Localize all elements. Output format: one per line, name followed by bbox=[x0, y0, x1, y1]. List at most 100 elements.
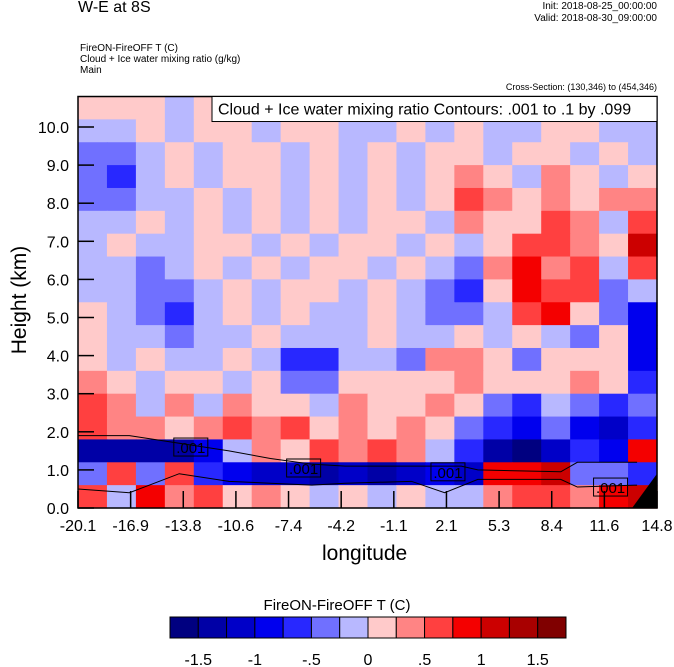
heatmap-cell bbox=[541, 370, 571, 395]
heatmap-cell bbox=[135, 233, 166, 258]
heatmap-cell bbox=[164, 187, 195, 212]
plot-title: W-E at 8S bbox=[78, 0, 151, 16]
heatmap-cell bbox=[628, 439, 658, 463]
colorbar-box bbox=[424, 616, 454, 639]
contour-label-box bbox=[286, 458, 322, 478]
heatmap-cell bbox=[338, 256, 369, 280]
heatmap-cell bbox=[251, 187, 282, 212]
heatmap-cell bbox=[628, 302, 658, 326]
y-tick-label: 5.0 bbox=[47, 311, 69, 328]
heatmap-cell bbox=[570, 416, 600, 441]
heatmap-cell bbox=[193, 256, 224, 280]
heatmap-cell bbox=[367, 210, 398, 235]
heatmap-cell bbox=[106, 142, 137, 166]
heatmap-cell bbox=[454, 325, 484, 349]
heatmap-cell bbox=[570, 256, 600, 280]
heatmap-cell bbox=[280, 279, 311, 303]
y-tick-label: 1.0 bbox=[47, 463, 69, 480]
heatmap-cell bbox=[106, 233, 137, 258]
heatmap-cell bbox=[193, 370, 224, 395]
heatmap-cell bbox=[483, 279, 513, 303]
heatmap-cell bbox=[251, 485, 282, 509]
y-tick-label: 6.0 bbox=[47, 272, 69, 289]
heatmap-cell bbox=[338, 119, 369, 143]
heatmap-cell bbox=[599, 439, 629, 463]
heatmap-cell bbox=[512, 416, 542, 441]
heatmap-cell bbox=[338, 210, 369, 235]
heatmap-cell bbox=[512, 256, 542, 280]
heatmap-cell bbox=[425, 416, 455, 441]
heatmap-cell bbox=[483, 302, 513, 326]
heatmap-cell bbox=[367, 279, 398, 303]
heatmap-cell bbox=[338, 347, 369, 372]
heatmap-cell bbox=[193, 325, 224, 349]
heatmap-cell bbox=[599, 485, 629, 509]
heatmap-cell bbox=[280, 210, 311, 235]
heatmap-cell bbox=[222, 485, 253, 509]
y-tick-label: 7.0 bbox=[47, 234, 69, 251]
contour-label: .001 bbox=[596, 480, 625, 497]
heatmap-cell bbox=[309, 370, 340, 395]
heatmap-cell bbox=[135, 187, 166, 212]
heatmap-cell bbox=[512, 347, 542, 372]
heatmap-cell bbox=[367, 302, 398, 326]
heatmap-cell bbox=[483, 165, 513, 189]
heatmap-cell bbox=[425, 279, 455, 303]
heatmap-cell bbox=[251, 347, 282, 372]
heatmap-cell bbox=[135, 439, 166, 463]
heatmap-cell bbox=[309, 256, 340, 280]
heatmap-cell bbox=[367, 485, 398, 509]
heatmap-cell bbox=[106, 256, 137, 280]
heatmap-cell bbox=[78, 210, 108, 235]
heatmap-cell bbox=[309, 233, 340, 258]
heatmap-cell bbox=[164, 256, 195, 280]
colorbar-box bbox=[508, 616, 539, 639]
heatmap-cell bbox=[222, 347, 253, 372]
heatmap-cell bbox=[599, 416, 629, 441]
heatmap-cell bbox=[541, 347, 571, 372]
heatmap-cell bbox=[78, 462, 108, 486]
heatmap-cell bbox=[164, 165, 195, 189]
heatmap-cell bbox=[512, 462, 542, 486]
heatmap-cell bbox=[570, 485, 600, 509]
heatmap-cell bbox=[628, 165, 658, 189]
heatmap-cell bbox=[425, 233, 455, 258]
heatmap-cell bbox=[280, 256, 311, 280]
x-tick-label: 2.1 bbox=[435, 518, 457, 535]
heatmap-cell bbox=[78, 233, 108, 258]
heatmap-cell bbox=[164, 325, 195, 349]
heatmap-cell bbox=[78, 416, 108, 441]
heatmap-cell bbox=[251, 233, 282, 258]
heatmap-cell bbox=[367, 119, 398, 143]
heatmap-cell bbox=[222, 416, 253, 441]
heatmap-cell bbox=[280, 439, 311, 463]
heatmap-cell bbox=[425, 370, 455, 395]
heatmap-cell bbox=[628, 233, 658, 258]
heatmap-cell bbox=[222, 462, 253, 486]
heatmap-cell bbox=[425, 119, 455, 143]
heatmap-cell bbox=[425, 393, 455, 418]
heatmap-cell bbox=[280, 370, 311, 395]
heatmap-cell bbox=[106, 325, 137, 349]
heatmap-cell bbox=[599, 210, 629, 235]
heatmap-cell bbox=[280, 347, 311, 372]
contour-legend-text: Cloud + Ice water mixing ratio Contours:… bbox=[218, 102, 631, 119]
heatmap-cell bbox=[135, 279, 166, 303]
heatmap-cell bbox=[512, 393, 542, 418]
heatmap-cell bbox=[512, 370, 542, 395]
heatmap-cell bbox=[628, 210, 658, 235]
heatmap-cell bbox=[280, 462, 311, 486]
heatmap-cell bbox=[570, 370, 600, 395]
heatmap-cell bbox=[280, 165, 311, 189]
heatmap-cell bbox=[338, 165, 369, 189]
heatmap-cell bbox=[78, 187, 108, 212]
heatmap-cell bbox=[78, 96, 108, 120]
heatmap-cell bbox=[106, 279, 137, 303]
heatmap-cell bbox=[106, 302, 137, 326]
heatmap-cell bbox=[541, 165, 571, 189]
heatmap-cell bbox=[251, 439, 282, 463]
heatmap-cell bbox=[251, 119, 282, 143]
contour-label: .001 bbox=[289, 461, 318, 478]
heatmap-cell bbox=[338, 393, 369, 418]
heatmap-cell bbox=[483, 416, 513, 441]
